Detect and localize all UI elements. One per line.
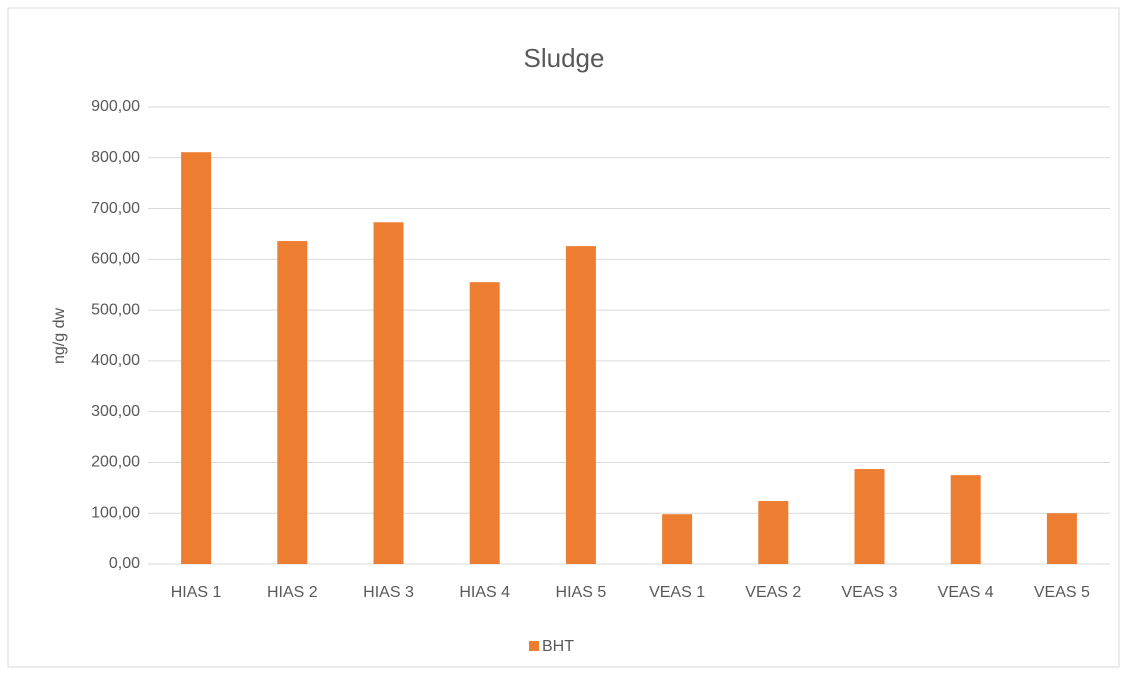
- x-tick-label: VEAS 4: [938, 584, 994, 601]
- bar: [373, 222, 404, 564]
- y-tick-label: 400,00: [91, 352, 140, 369]
- y-tick-label: 900,00: [91, 98, 140, 115]
- x-tick-label: VEAS 2: [745, 584, 801, 601]
- bar: [758, 501, 789, 564]
- legend-label: BHT: [542, 638, 574, 655]
- y-tick-label: 200,00: [91, 454, 140, 471]
- bar: [662, 514, 693, 564]
- bar: [854, 469, 885, 564]
- y-axis-label: ng/g dw: [51, 308, 68, 364]
- bar: [469, 282, 500, 564]
- chart-title: Sludge: [524, 43, 605, 73]
- bar: [1046, 513, 1077, 564]
- x-tick-label: HIAS 2: [267, 584, 318, 601]
- bar: [181, 152, 212, 565]
- legend-swatch: [529, 641, 539, 651]
- y-tick-label: 300,00: [91, 403, 140, 420]
- x-tick-label: HIAS 4: [459, 584, 510, 601]
- x-tick-label: HIAS 1: [171, 584, 222, 601]
- bar: [277, 241, 308, 564]
- bar: [565, 246, 596, 564]
- x-tick-label: VEAS 1: [649, 584, 705, 601]
- y-tick-label: 100,00: [91, 504, 140, 521]
- x-tick-label: VEAS 5: [1034, 584, 1090, 601]
- x-tick-label: HIAS 3: [363, 584, 414, 601]
- y-tick-label: 0,00: [109, 555, 140, 572]
- y-tick-label: 700,00: [91, 200, 140, 217]
- x-tick-label: HIAS 5: [556, 584, 607, 601]
- y-tick-label: 500,00: [91, 301, 140, 318]
- x-tick-label: VEAS 3: [841, 584, 897, 601]
- bar: [950, 475, 981, 564]
- y-tick-label: 800,00: [91, 149, 140, 166]
- y-tick-label: 600,00: [91, 251, 140, 268]
